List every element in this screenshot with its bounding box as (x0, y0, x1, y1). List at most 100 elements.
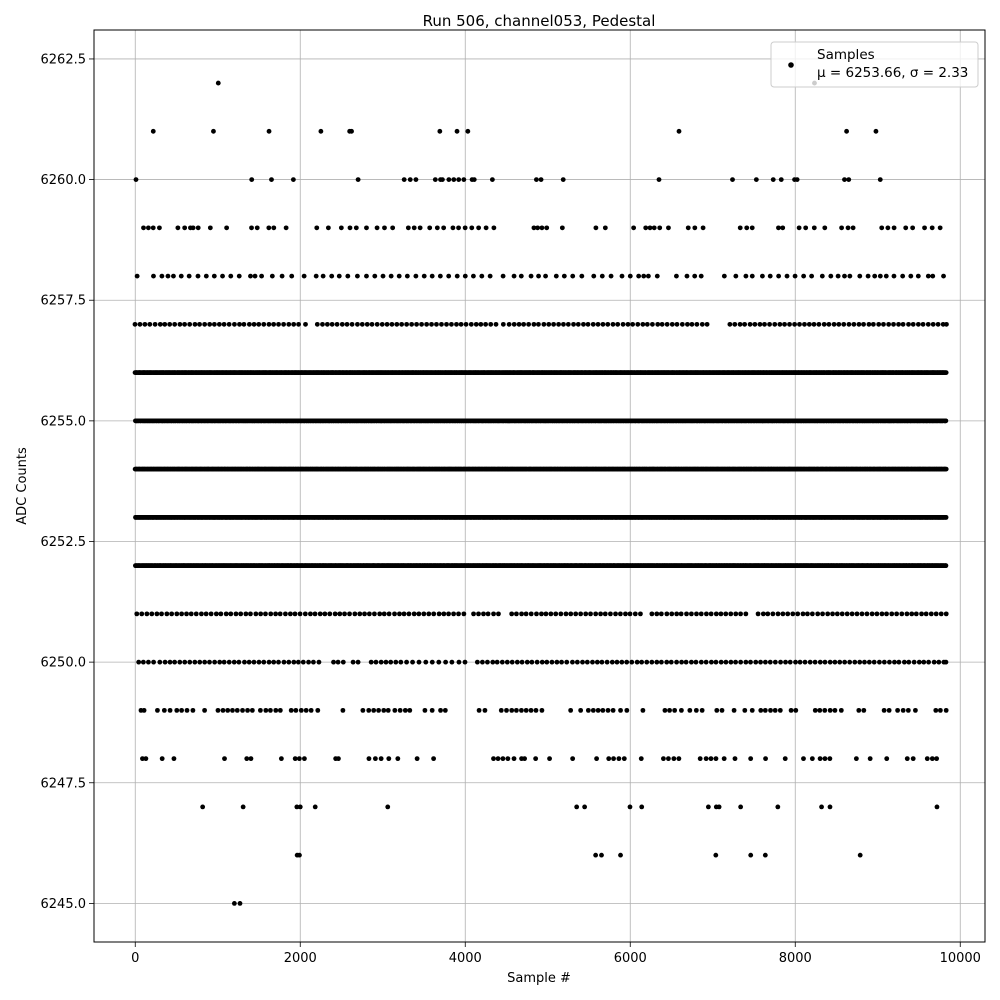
data-point (283, 225, 289, 231)
data-point (249, 177, 255, 182)
data-point (692, 225, 698, 231)
data-point (644, 321, 650, 327)
data-point (454, 128, 460, 134)
data-point (409, 321, 415, 327)
data-point (631, 225, 637, 231)
data-point (192, 321, 198, 327)
data-point (320, 321, 325, 327)
data-point (560, 177, 566, 182)
data-point (747, 321, 753, 327)
data-point (441, 225, 447, 231)
data-point (254, 225, 260, 231)
data-point (221, 321, 227, 327)
data-point (318, 128, 324, 134)
data-point (399, 321, 405, 327)
data-point (269, 273, 275, 279)
data-point (593, 225, 599, 231)
data-point (369, 321, 375, 327)
data-point (700, 225, 706, 231)
data-point (487, 273, 493, 279)
data-point (266, 128, 272, 134)
data-point (692, 273, 698, 279)
data-point (303, 321, 308, 327)
data-point (291, 321, 297, 327)
data-point (828, 273, 834, 279)
data-point (835, 273, 841, 279)
data-point (157, 321, 163, 327)
data-point (372, 273, 378, 279)
data-point (881, 321, 886, 327)
data-point (279, 273, 285, 279)
data-point (915, 321, 921, 327)
data-point (742, 321, 748, 327)
data-point (215, 80, 221, 86)
data-point (561, 321, 566, 327)
data-point (883, 273, 889, 279)
data-point (454, 321, 459, 327)
data-point (610, 321, 616, 327)
data-point (698, 273, 704, 279)
data-point (655, 321, 661, 327)
data-point (167, 321, 173, 327)
data-point (865, 273, 871, 279)
data-point (500, 321, 506, 327)
data-point (776, 273, 782, 279)
data-point (753, 177, 759, 182)
data-point (329, 273, 335, 279)
data-point (197, 321, 202, 327)
data-point (546, 321, 552, 327)
data-point (645, 273, 651, 279)
data-point (334, 321, 340, 327)
data-points (132, 80, 949, 906)
data-point (429, 273, 435, 279)
data-point (873, 128, 879, 134)
data-point (922, 225, 927, 231)
data-point (182, 225, 188, 231)
data-point (772, 321, 778, 327)
data-point (684, 273, 690, 279)
data-point (760, 273, 765, 279)
data-point (413, 177, 419, 182)
data-point (531, 225, 537, 231)
data-point (620, 321, 626, 327)
data-point (511, 273, 517, 279)
data-point (463, 321, 469, 327)
data-point (581, 321, 586, 327)
data-point (801, 273, 807, 279)
data-point (141, 225, 146, 231)
data-point (468, 321, 474, 327)
data-point (228, 273, 234, 279)
data-point (133, 177, 139, 182)
data-point (908, 273, 914, 279)
data-point (414, 321, 419, 327)
data-point (780, 225, 786, 231)
data-point (329, 321, 335, 327)
data-point (579, 273, 585, 279)
data-point (177, 321, 183, 327)
data-point (674, 273, 679, 279)
data-point (427, 225, 433, 231)
data-point (903, 225, 909, 231)
data-point (669, 321, 675, 327)
data-point (456, 177, 462, 182)
data-point (146, 225, 151, 231)
data-point (679, 321, 685, 327)
data-point (538, 177, 544, 182)
data-point (647, 225, 653, 231)
data-point (906, 321, 911, 327)
data-point (641, 273, 647, 279)
data-point (857, 273, 863, 279)
data-point (147, 321, 153, 327)
data-point (657, 225, 663, 231)
data-point (429, 321, 434, 327)
data-point (249, 225, 254, 231)
data-point (150, 225, 156, 231)
data-point (784, 273, 790, 279)
data-point (943, 370, 949, 375)
data-point (211, 273, 217, 279)
data-point (382, 225, 387, 231)
data-point (543, 273, 548, 279)
data-point (797, 321, 802, 327)
data-point (561, 273, 567, 279)
